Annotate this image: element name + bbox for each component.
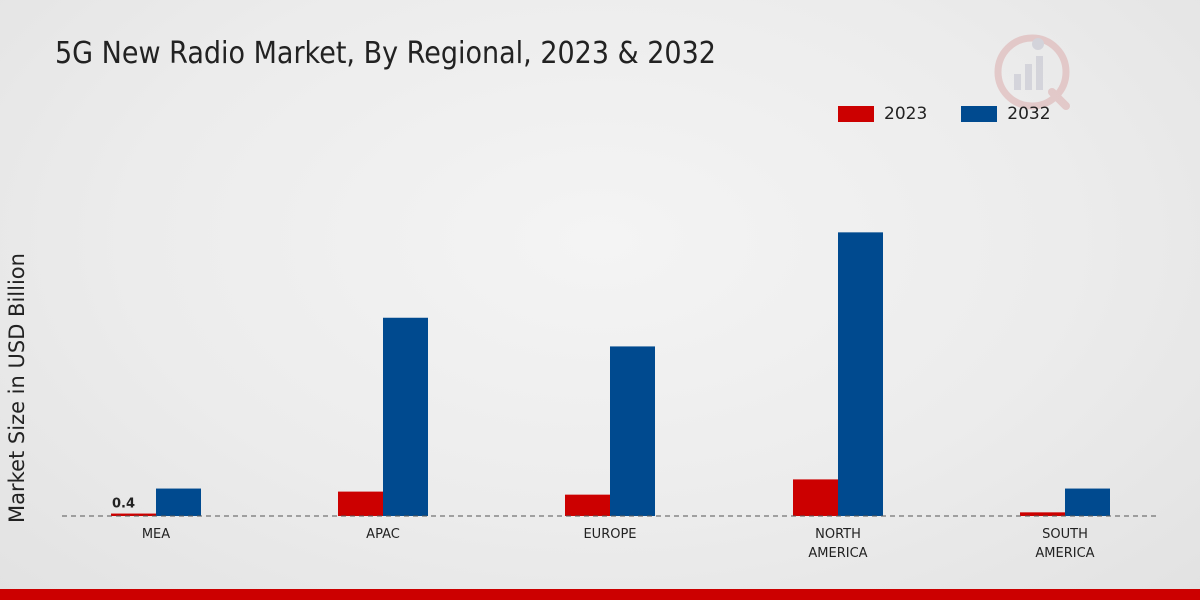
brand-logo-icon [990, 30, 1074, 114]
bar-2023-apac [338, 491, 383, 516]
bottom-accent-bar [0, 589, 1200, 600]
bar-2032-apac [383, 317, 428, 516]
legend-swatch-2032 [961, 106, 998, 122]
data-label-2023-mea: 0.4 [112, 497, 135, 512]
x-tick-label-europe-0: EUROPE [583, 527, 636, 542]
bar-2032-north-america [838, 232, 883, 516]
x-tick-label-south-america-1: AMERICA [1035, 546, 1094, 561]
bar-2032-europe [610, 346, 655, 516]
x-tick-label-mea-0: MEA [142, 527, 170, 542]
bar-2023-mea [111, 513, 156, 516]
bar-2023-north-america [793, 479, 838, 516]
x-tick-label-north-america-1: AMERICA [808, 546, 867, 561]
x-tick-label-apac-0: APAC [366, 527, 400, 542]
x-tick-label-south-america-0: SOUTH [1042, 527, 1088, 542]
legend-label-2032: 2032 [1007, 104, 1051, 124]
bar-2032-mea [156, 488, 201, 516]
legend-swatch-2023 [838, 106, 874, 122]
legend-item-2023: 2023 [838, 104, 927, 124]
bar-2023-south-america [1020, 512, 1065, 516]
legend-item-2032: 2032 [961, 104, 1051, 124]
bar-2023-europe [565, 494, 610, 516]
x-tick-label-north-america-0: NORTH [815, 527, 861, 542]
legend-label-2023: 2023 [884, 104, 928, 124]
bar-2032-south-america [1065, 488, 1110, 516]
chart-title: 5G New Radio Market, By Regional, 2023 &… [55, 36, 716, 71]
legend: 2023 2032 [838, 104, 1085, 124]
